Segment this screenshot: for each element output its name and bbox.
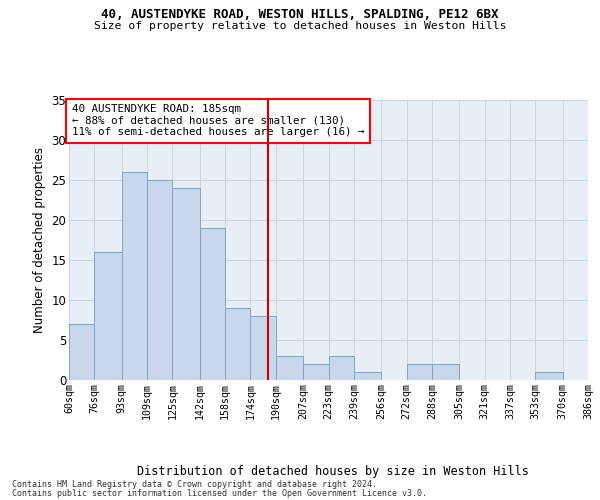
Bar — [432, 364, 459, 380]
Bar — [147, 180, 172, 380]
Bar — [535, 372, 563, 380]
Text: Size of property relative to detached houses in Weston Hills: Size of property relative to detached ho… — [94, 21, 506, 31]
Bar — [329, 356, 354, 380]
Bar — [172, 188, 200, 380]
Bar — [69, 324, 94, 380]
Bar — [122, 172, 147, 380]
Bar — [303, 364, 329, 380]
Text: 40 AUSTENDYKE ROAD: 185sqm
← 88% of detached houses are smaller (130)
11% of sem: 40 AUSTENDYKE ROAD: 185sqm ← 88% of deta… — [71, 104, 364, 138]
Text: Contains public sector information licensed under the Open Government Licence v3: Contains public sector information licen… — [12, 488, 427, 498]
Bar — [354, 372, 381, 380]
Text: 40, AUSTENDYKE ROAD, WESTON HILLS, SPALDING, PE12 6BX: 40, AUSTENDYKE ROAD, WESTON HILLS, SPALD… — [101, 8, 499, 20]
Bar — [94, 252, 122, 380]
Bar — [250, 316, 276, 380]
Bar — [225, 308, 250, 380]
Bar — [276, 356, 303, 380]
Y-axis label: Number of detached properties: Number of detached properties — [33, 147, 46, 333]
Bar — [407, 364, 432, 380]
Text: Contains HM Land Registry data © Crown copyright and database right 2024.: Contains HM Land Registry data © Crown c… — [12, 480, 377, 489]
Bar — [200, 228, 225, 380]
Text: Distribution of detached houses by size in Weston Hills: Distribution of detached houses by size … — [137, 464, 529, 477]
